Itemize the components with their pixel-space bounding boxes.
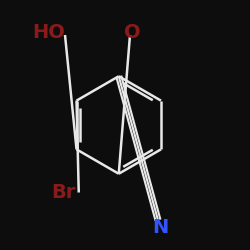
Text: HO: HO	[32, 23, 65, 42]
Text: N: N	[152, 218, 168, 237]
Text: O: O	[124, 23, 141, 42]
Text: Br: Br	[52, 183, 76, 202]
